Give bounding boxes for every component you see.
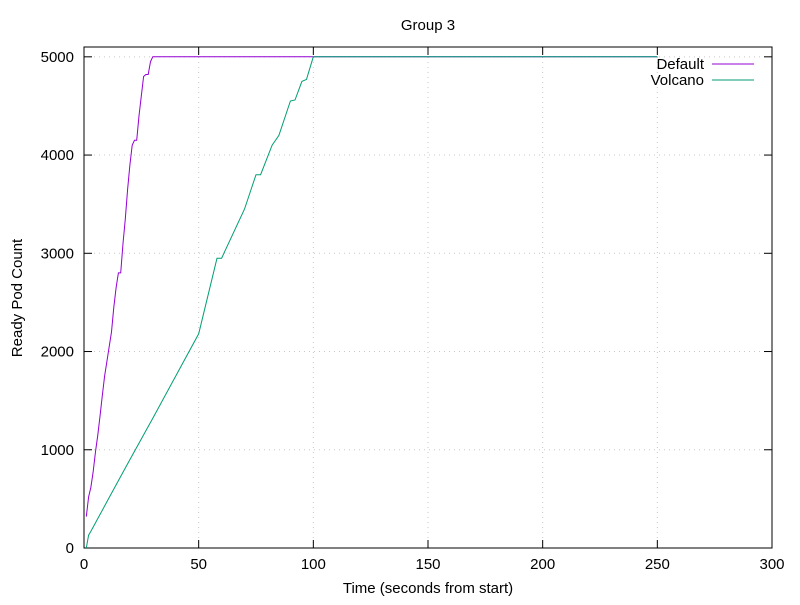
x-tick-label: 200 — [530, 556, 555, 573]
y-axis-label: Ready Pod Count — [9, 238, 26, 357]
x-tick-label: 100 — [301, 556, 326, 573]
series-line-default — [85, 56, 658, 517]
y-tick-label: 5000 — [41, 49, 74, 66]
x-axis-label: Time (seconds from start) — [343, 580, 513, 597]
legend-label-default: Default — [656, 56, 704, 73]
series-layer — [85, 56, 658, 549]
x-tick-label: 250 — [645, 556, 670, 573]
y-tick-label: 0 — [66, 540, 74, 557]
grid — [84, 47, 772, 548]
x-tick-label: 0 — [80, 556, 88, 573]
y-tick-label: 2000 — [41, 344, 74, 361]
chart-title: Group 3 — [401, 17, 455, 34]
y-tick-label: 1000 — [41, 442, 74, 459]
x-tick-label: 150 — [415, 556, 440, 573]
x-tick-label: 50 — [190, 556, 207, 573]
y-tick-label: 3000 — [41, 245, 74, 262]
y-tick-label: 4000 — [41, 147, 74, 164]
legend-label-volcano: Volcano — [651, 72, 704, 89]
x-tick-label: 300 — [759, 556, 784, 573]
series-line-volcano — [85, 56, 658, 549]
